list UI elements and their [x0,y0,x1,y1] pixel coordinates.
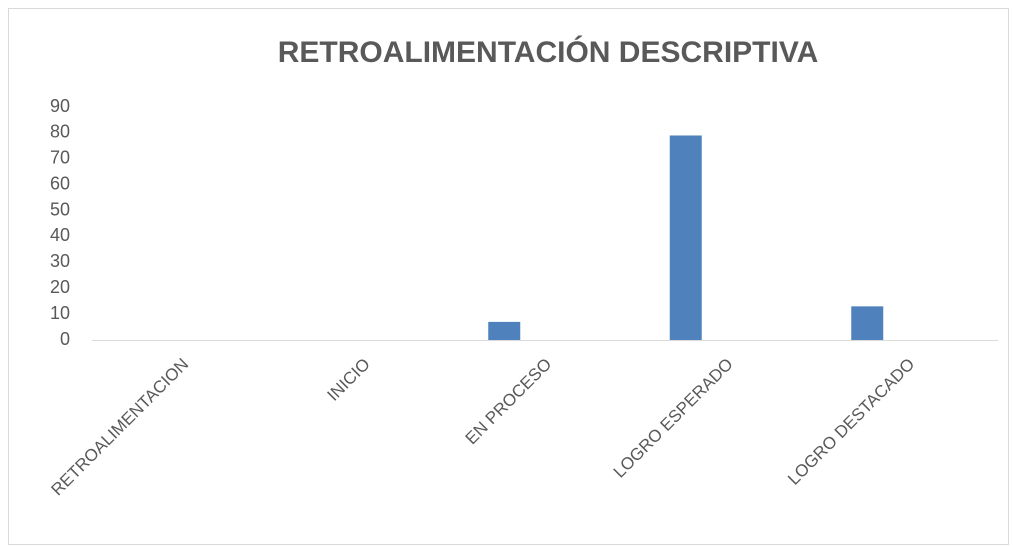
bar [851,306,884,340]
y-tick-label: 0 [60,329,70,349]
bar [488,321,521,340]
y-tick-label: 70 [50,148,70,168]
y-tick-label: 20 [50,277,70,297]
chart-title: RETROALIMENTACIÓN DESCRIPTIVA [278,35,819,69]
y-tick-label: 60 [50,173,70,193]
y-tick-label: 30 [50,251,70,271]
y-tick-label: 50 [50,199,70,219]
chart-border [8,8,1009,545]
y-tick-label: 40 [50,225,70,245]
bar [669,135,702,340]
y-tick-label: 90 [50,96,70,116]
y-tick-label: 80 [50,122,70,142]
y-tick-label: 10 [50,303,70,323]
